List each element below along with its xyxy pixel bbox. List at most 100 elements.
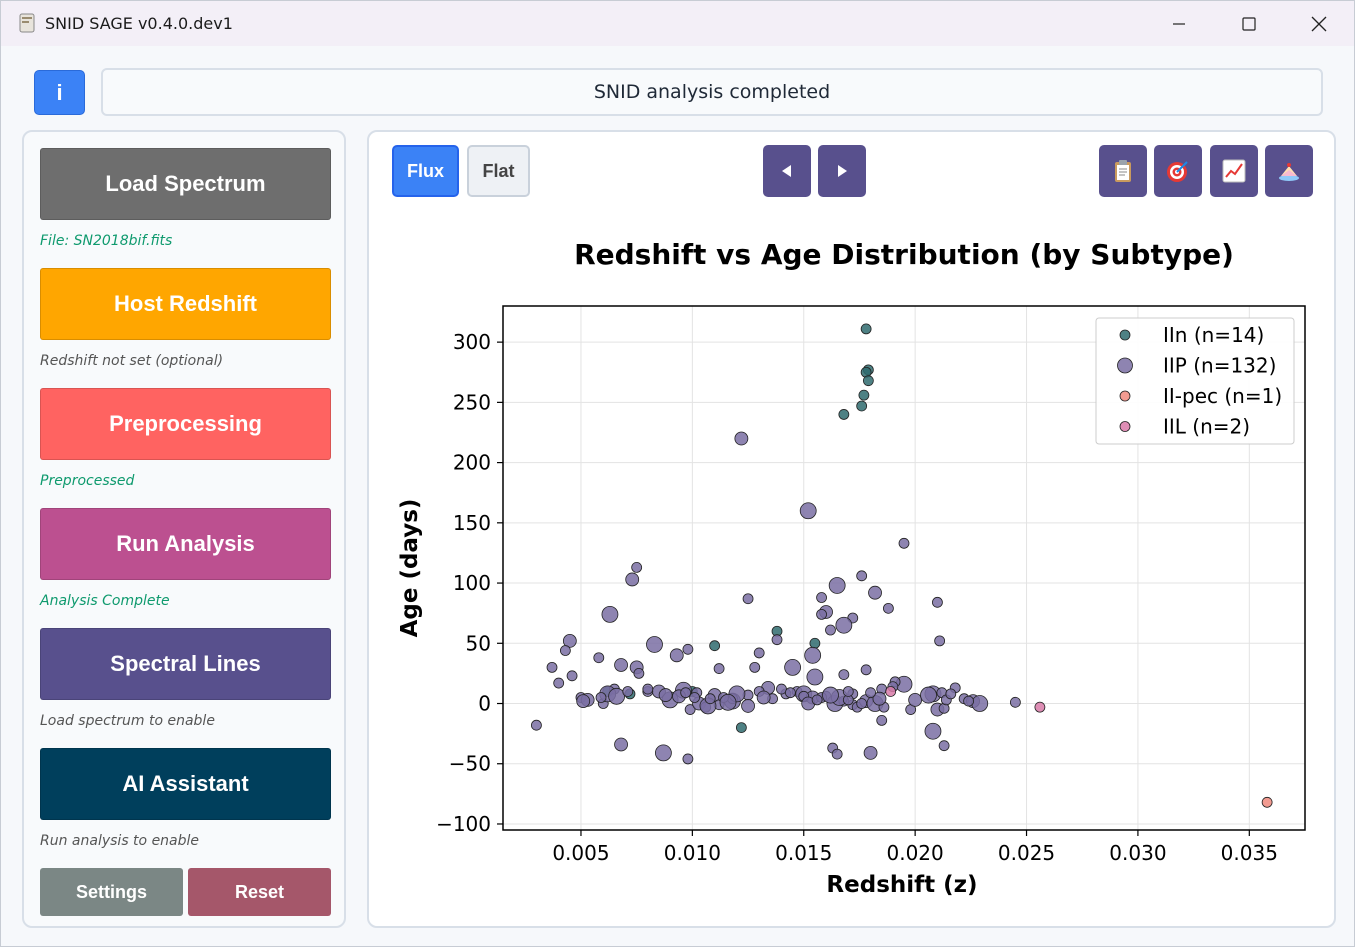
legend-label: IIL (n=2) <box>1163 415 1250 439</box>
data-point <box>1009 696 1021 708</box>
axis-ticks: 0.005 0.010 0.015 0.020 0.025 0.030 0.035 −100 −… <box>436 330 1278 865</box>
redshift-age-scatter-plot: Redshift vs Age Distribution (by Subtype… <box>397 238 1306 898</box>
legend-label: II-pec (n=1) <box>1163 384 1282 408</box>
triangle-right-icon <box>838 165 847 177</box>
data-point <box>713 663 725 674</box>
previous-template-button[interactable] <box>763 145 811 197</box>
data-point <box>816 592 827 603</box>
target-button[interactable] <box>1154 145 1202 197</box>
data-point <box>825 624 836 636</box>
settings-button[interactable]: Settings <box>40 868 183 916</box>
title-bar: SNID SAGE v0.4.0.dev1 <box>1 1 1354 46</box>
data-points <box>531 323 1273 808</box>
legend-marker <box>1119 390 1131 402</box>
lines-status: Load spectrum to enable <box>40 713 215 729</box>
summary-button[interactable] <box>1099 145 1147 197</box>
x-tick-label: 0.035 <box>1221 841 1278 865</box>
data-point <box>559 645 571 656</box>
data-point <box>566 670 578 682</box>
reset-button[interactable]: Reset <box>188 868 331 916</box>
data-point <box>860 664 872 676</box>
data-point <box>680 687 692 699</box>
data-point <box>531 719 542 731</box>
ai-assistant-button[interactable]: AI Assistant <box>40 748 331 820</box>
data-point <box>682 753 694 765</box>
legend-marker <box>1119 329 1131 341</box>
preprocessing-button[interactable]: Preprocessing <box>40 388 331 460</box>
status-bar: SNID analysis completed <box>101 68 1323 116</box>
data-point <box>1261 796 1273 808</box>
data-point <box>633 668 645 679</box>
data-point <box>709 640 721 652</box>
data-point <box>885 686 897 697</box>
data-point <box>842 686 854 697</box>
data-point <box>924 722 942 740</box>
x-tick-label: 0.015 <box>775 841 832 865</box>
data-point <box>784 687 796 699</box>
data-point <box>608 687 626 705</box>
data-point <box>593 652 605 664</box>
data-point <box>908 693 923 707</box>
maximize-icon <box>1242 16 1256 31</box>
analysis-chart-button[interactable] <box>1210 145 1258 197</box>
data-point <box>822 686 839 704</box>
celebrate-button[interactable] <box>1265 145 1313 197</box>
data-point <box>756 690 771 705</box>
legend-marker <box>1119 421 1131 432</box>
y-tick-label: 50 <box>466 631 491 655</box>
data-point <box>856 570 868 582</box>
data-point <box>811 694 823 706</box>
data-point <box>838 409 850 420</box>
flux-view-button[interactable]: Flux <box>392 145 459 197</box>
next-template-button[interactable] <box>818 145 866 197</box>
info-button[interactable]: i <box>34 70 85 115</box>
minimize-button[interactable] <box>1144 1 1214 46</box>
data-point <box>625 572 640 587</box>
app-icon <box>19 13 35 33</box>
data-point <box>654 744 672 762</box>
data-point <box>804 646 822 664</box>
maximize-button[interactable] <box>1214 1 1284 46</box>
data-point <box>971 695 989 712</box>
data-point <box>601 605 619 623</box>
host-redshift-button[interactable]: Host Redshift <box>40 268 331 340</box>
data-point <box>719 693 737 711</box>
legend-label: IIn (n=14) <box>1163 323 1264 347</box>
data-point <box>809 637 821 649</box>
data-point <box>595 692 607 703</box>
data-point <box>784 658 802 676</box>
plot-panel: Flux Flat <box>367 130 1336 928</box>
data-point <box>860 323 872 335</box>
run-analysis-button[interactable]: Run Analysis <box>40 508 331 580</box>
data-point <box>742 593 754 605</box>
ai-status: Run analysis to enable <box>40 833 200 849</box>
load-spectrum-button[interactable]: Load Spectrum <box>40 148 331 220</box>
analysis-status: Analysis Complete <box>40 593 170 609</box>
axes-frame <box>502 305 1306 831</box>
close-button[interactable] <box>1284 1 1354 46</box>
data-point <box>553 677 565 689</box>
flat-view-button[interactable]: Flat <box>467 145 530 197</box>
data-point <box>945 688 957 700</box>
data-point <box>646 636 663 653</box>
preprocess-status: Preprocessed <box>40 473 135 489</box>
data-point <box>898 537 910 549</box>
x-tick-label: 0.020 <box>887 841 944 865</box>
legend-label: IIP (n=132) <box>1163 354 1276 378</box>
data-point <box>658 688 673 702</box>
spectral-lines-button[interactable]: Spectral Lines <box>40 628 331 700</box>
data-point <box>614 737 628 752</box>
data-point <box>863 746 878 760</box>
data-point <box>562 633 577 648</box>
left-panel: Load Spectrum File: SN2018bif.fits Host … <box>22 130 346 928</box>
data-point <box>806 668 824 686</box>
data-point <box>872 691 887 706</box>
data-point <box>934 635 946 647</box>
data-point <box>828 577 846 594</box>
data-point <box>741 699 755 713</box>
data-point <box>835 616 853 634</box>
data-point <box>642 683 654 695</box>
target-icon <box>1167 161 1188 182</box>
data-point <box>1034 701 1046 713</box>
data-point <box>938 740 950 752</box>
